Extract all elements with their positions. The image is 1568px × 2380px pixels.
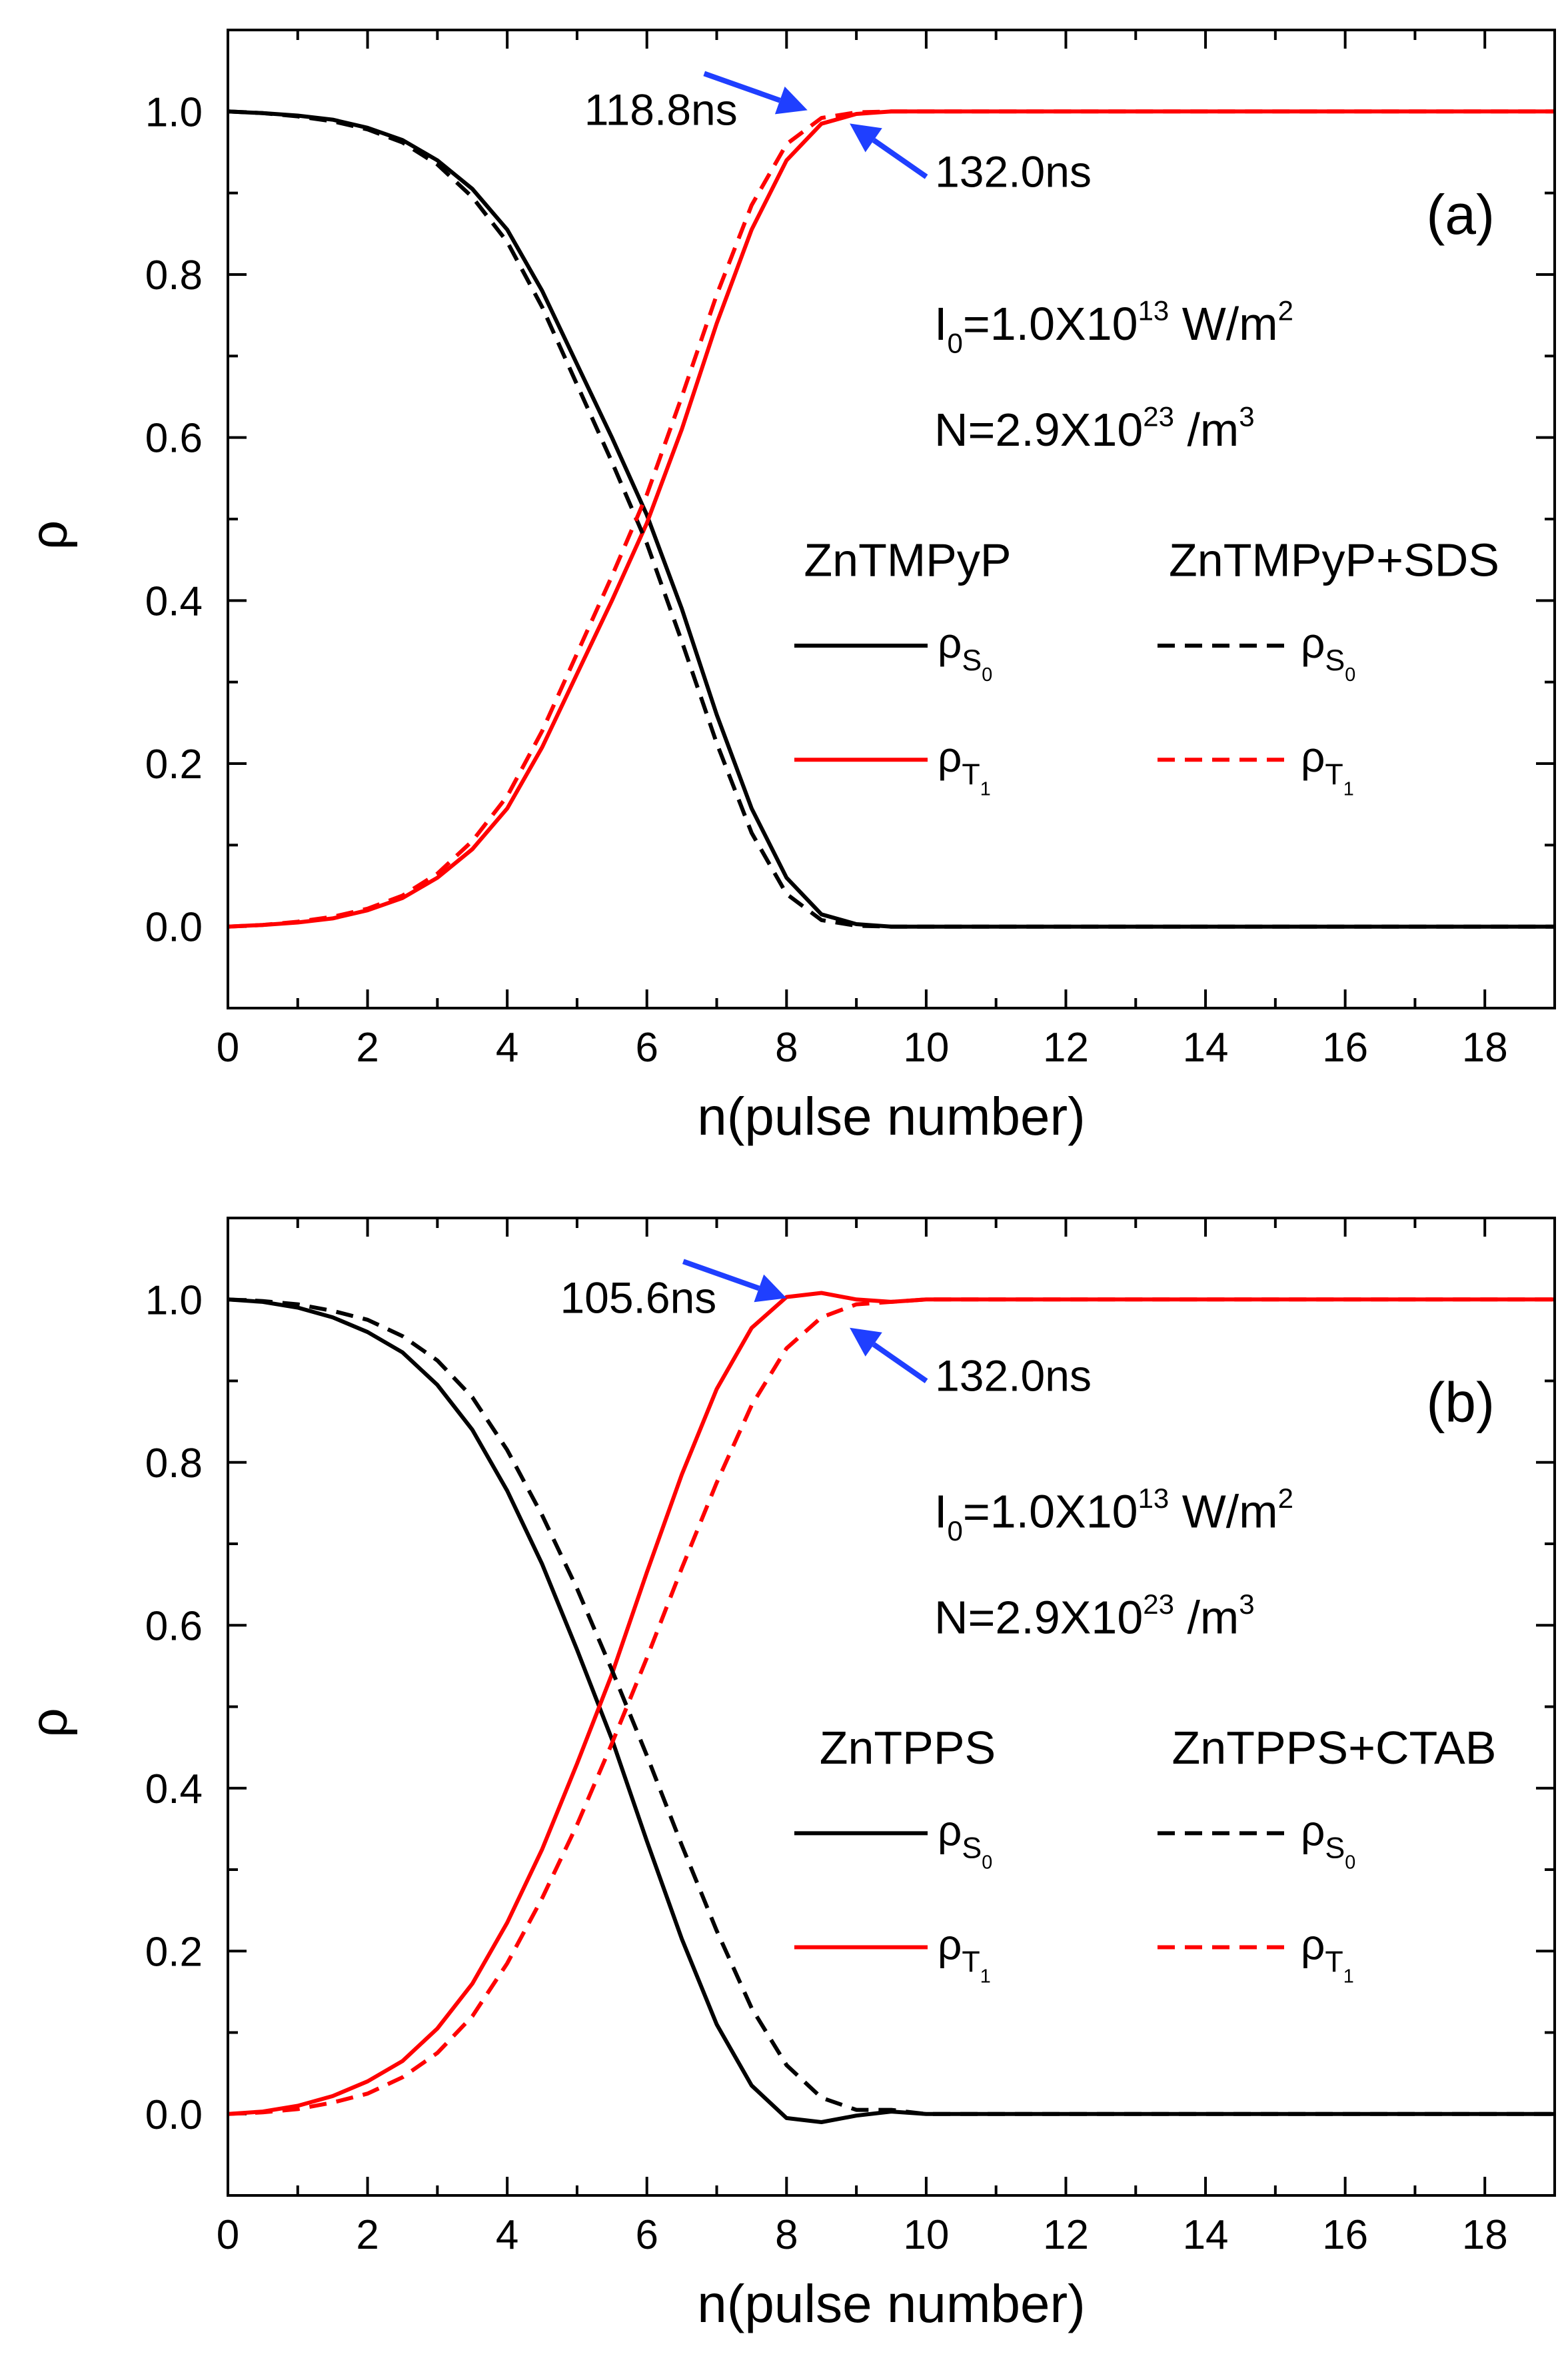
annotation-arrow-shaft (682, 1259, 760, 1291)
legend-label-solid: ρS0 (938, 619, 992, 686)
x-axis-title: n(pulse number) (697, 2274, 1086, 2333)
param-density: N=2.9X1023 /m3 (934, 1588, 1255, 1643)
annotation-label: 118.8ns (584, 85, 738, 134)
series-line-solid-rho-s0 (227, 1297, 1555, 2124)
annotations: 118.8ns 132.0ns (584, 71, 1092, 196)
x-tick-label: 0 (217, 1025, 239, 1071)
annotation-arrow-shaft (703, 71, 781, 103)
x-tick-label: 12 (1043, 2212, 1089, 2258)
x-tick-label: 8 (775, 1025, 798, 1071)
legend-label-dashed: ρS0 (1301, 619, 1355, 686)
y-tick-label: 0.8 (145, 253, 203, 298)
legend-label-dashed: ρT1 (1301, 1920, 1354, 1987)
param-intensity: I0=1.0X1013 W/m2 (934, 295, 1293, 358)
y-tick-label: 0.6 (145, 416, 203, 462)
legend-label-dashed: ρS0 (1301, 1806, 1355, 1873)
plot-frame (227, 29, 1556, 1009)
x-tick-label: 12 (1043, 1025, 1089, 1071)
annotation-label: 132.0ns (935, 1351, 1092, 1401)
x-tick-label: 6 (635, 1025, 658, 1071)
x-tick-label: 18 (1462, 2212, 1508, 2258)
series-line-dashed-rho-s0 (227, 109, 1555, 929)
panel-label: (a) (1426, 183, 1495, 246)
annotation-arrow-shaft (872, 138, 928, 179)
legend-header-1: ZnTPPS (820, 1722, 996, 1774)
y-tick-label: 1.0 (145, 89, 203, 135)
y-tick-label: 0.2 (145, 742, 203, 788)
legend-header-2: ZnTMPyP+SDS (1169, 534, 1499, 586)
series-line-solid-rho-t1 (227, 1291, 1555, 2116)
legend-label-solid: ρT1 (938, 1920, 991, 1987)
annotation-arrow-head (774, 86, 808, 115)
x-tick-label: 8 (775, 2212, 798, 2258)
legend: ZnTMPyP ZnTMPyP+SDS ρS0 ρS0 ρT1 ρT1 (794, 534, 1499, 800)
x-tick-label: 10 (903, 1025, 949, 1071)
series-line-solid-rho-t1 (227, 109, 1555, 929)
x-tick-label: 18 (1462, 1025, 1508, 1071)
legend-label-dashed: ρT1 (1301, 733, 1354, 800)
annotation-label: 105.6ns (560, 1273, 716, 1322)
x-tick-label: 2 (356, 2212, 379, 2258)
y-tick-label: 0.2 (145, 1929, 203, 1975)
annotations: 105.6ns 132.0ns (560, 1259, 1092, 1401)
annotation-arrow-head (850, 1327, 882, 1357)
x-tick-label: 2 (356, 1025, 379, 1071)
annotation-label: 132.0ns (935, 147, 1092, 196)
series-line-dashed-rho-t1 (227, 1297, 1555, 2116)
legend-header-2: ZnTPPS+CTAB (1172, 1722, 1497, 1774)
panel-a: 0 2 4 6 8 10 12 14 16 18 0.0 0.2 0.4 0.6 0.8 1.0 n(pulse… (19, 29, 1556, 1146)
axis-ticks (227, 1217, 1556, 2197)
y-tick-label: 0.4 (145, 1766, 203, 1812)
x-tick-label: 16 (1322, 1025, 1368, 1071)
x-tick-label: 0 (217, 2212, 239, 2258)
x-tick-label: 4 (496, 2212, 518, 2258)
legend: ZnTPPS ZnTPPS+CTAB ρS0 ρS0 ρT1 ρT1 (794, 1722, 1496, 1988)
y-tick-label: 0.6 (145, 1603, 203, 1649)
y-axis-title: ρ (19, 520, 78, 550)
annotation-arrow-shaft (872, 1342, 928, 1383)
y-tick-label: 0.0 (145, 905, 203, 951)
series-line-dashed-rho-s0 (227, 1297, 1555, 2116)
y-axis-title: ρ (19, 1708, 78, 1737)
param-intensity: I0=1.0X1013 W/m2 (934, 1483, 1293, 1546)
y-tick-label: 0.4 (145, 578, 203, 624)
x-tick-label: 14 (1183, 1025, 1229, 1071)
y-tick-label: 0.0 (145, 2092, 203, 2138)
legend-label-solid: ρT1 (938, 733, 991, 800)
y-tick-label: 0.8 (145, 1441, 203, 1487)
plot-frame (227, 1217, 1556, 2197)
x-tick-label: 14 (1183, 2212, 1229, 2258)
series-line-solid-rho-s0 (227, 109, 1555, 929)
annotation-arrow-head (850, 123, 882, 153)
x-axis-title: n(pulse number) (697, 1087, 1086, 1146)
annotation-arrow-head (754, 1274, 787, 1303)
series-line-dashed-rho-t1 (227, 109, 1555, 929)
x-tick-label: 10 (903, 2212, 949, 2258)
x-tick-label: 6 (635, 2212, 658, 2258)
legend-header-1: ZnTMPyP (804, 534, 1011, 586)
panel-b: 0 2 4 6 8 10 12 14 16 18 0.0 0.2 0.4 0.6 0.8 1.0 n(pulse… (19, 1217, 1556, 2333)
x-tick-label: 4 (496, 1025, 518, 1071)
legend-label-solid: ρS0 (938, 1806, 992, 1873)
x-tick-label: 16 (1322, 2212, 1368, 2258)
y-tick-label: 1.0 (145, 1277, 203, 1323)
panel-label: (b) (1426, 1371, 1495, 1434)
param-density: N=2.9X1023 /m3 (934, 401, 1255, 456)
axis-ticks (227, 29, 1556, 1009)
